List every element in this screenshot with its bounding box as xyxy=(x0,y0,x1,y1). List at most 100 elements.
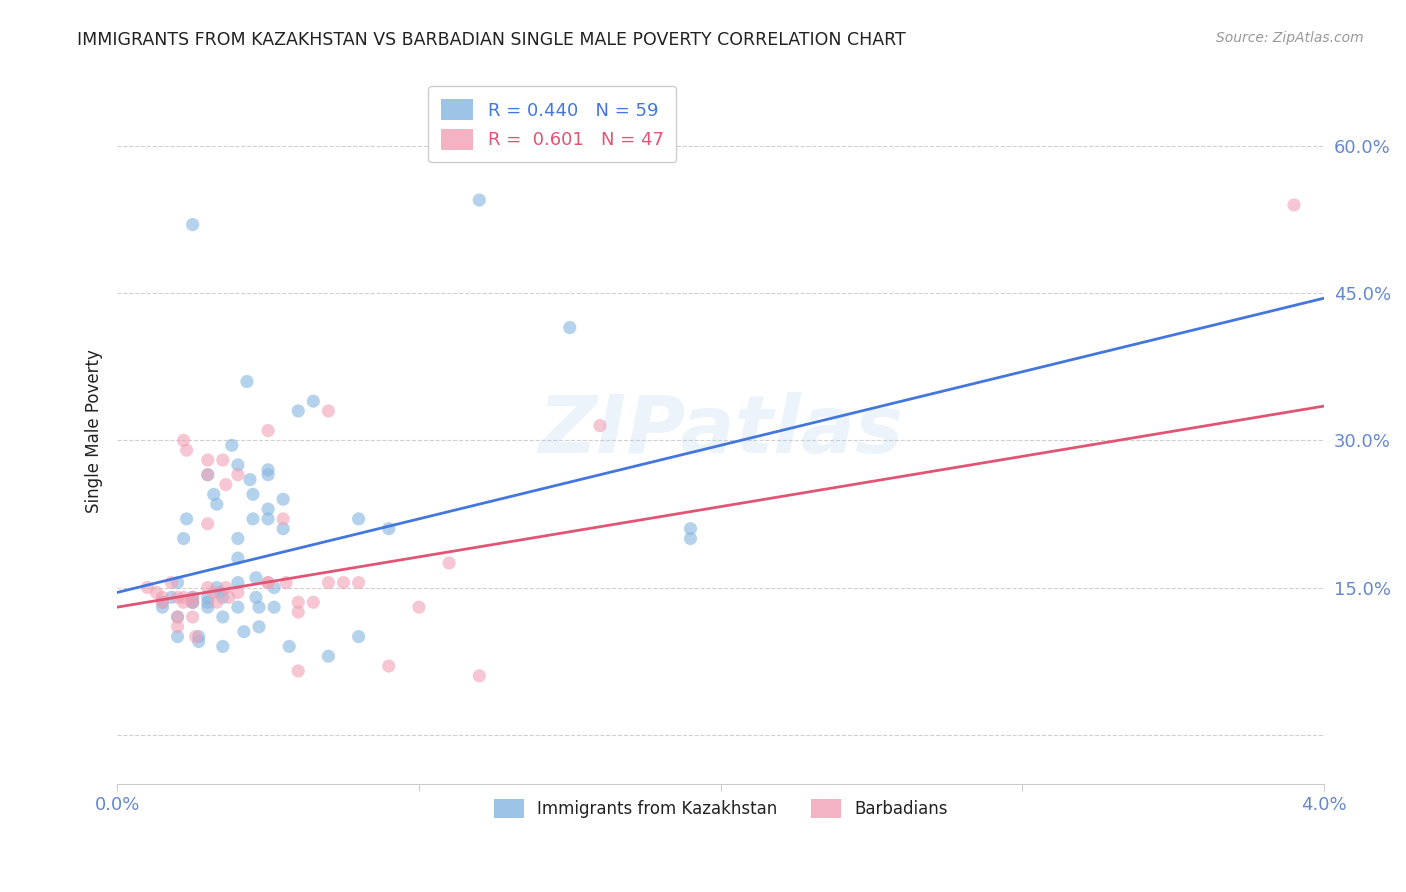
Point xyxy=(257,467,280,482)
Point xyxy=(187,630,209,644)
Point xyxy=(271,492,294,507)
Point xyxy=(679,522,702,536)
Point xyxy=(215,581,238,595)
Point xyxy=(187,634,209,648)
Point xyxy=(226,467,249,482)
Point xyxy=(152,600,174,615)
Point xyxy=(211,453,233,467)
Point xyxy=(166,610,188,624)
Text: IMMIGRANTS FROM KAZAKHSTAN VS BARBADIAN SINGLE MALE POVERTY CORRELATION CHART: IMMIGRANTS FROM KAZAKHSTAN VS BARBADIAN … xyxy=(77,31,905,49)
Point xyxy=(302,394,325,409)
Point xyxy=(197,581,219,595)
Point xyxy=(232,624,254,639)
Point xyxy=(236,375,259,389)
Point xyxy=(166,620,188,634)
Point xyxy=(202,487,225,501)
Point xyxy=(347,630,370,644)
Point xyxy=(247,620,270,634)
Point xyxy=(181,610,204,624)
Point xyxy=(257,502,280,516)
Point xyxy=(242,512,264,526)
Point xyxy=(271,512,294,526)
Point xyxy=(211,591,233,605)
Y-axis label: Single Male Poverty: Single Male Poverty xyxy=(86,349,103,513)
Point xyxy=(197,467,219,482)
Point xyxy=(181,595,204,609)
Point xyxy=(202,585,225,599)
Point xyxy=(377,659,399,673)
Point xyxy=(302,595,325,609)
Point xyxy=(166,591,188,605)
Point xyxy=(181,218,204,232)
Point xyxy=(437,556,460,570)
Point xyxy=(226,532,249,546)
Point xyxy=(176,512,198,526)
Point xyxy=(218,591,240,605)
Point xyxy=(152,595,174,609)
Point xyxy=(245,571,267,585)
Point xyxy=(247,600,270,615)
Point xyxy=(211,640,233,654)
Point xyxy=(318,404,340,418)
Point xyxy=(152,595,174,609)
Point xyxy=(181,595,204,609)
Point xyxy=(242,487,264,501)
Point xyxy=(226,551,249,566)
Point xyxy=(152,591,174,605)
Point xyxy=(145,585,167,599)
Point xyxy=(589,418,612,433)
Point xyxy=(197,516,219,531)
Point xyxy=(468,669,491,683)
Point xyxy=(1282,198,1305,212)
Point xyxy=(271,522,294,536)
Legend: Immigrants from Kazakhstan, Barbadians: Immigrants from Kazakhstan, Barbadians xyxy=(486,792,955,825)
Point xyxy=(239,473,262,487)
Point xyxy=(205,497,228,511)
Point xyxy=(197,600,219,615)
Point xyxy=(263,581,285,595)
Point xyxy=(257,463,280,477)
Point xyxy=(173,595,195,609)
Point xyxy=(211,610,233,624)
Point xyxy=(318,575,340,590)
Point xyxy=(558,320,581,334)
Point xyxy=(257,575,280,590)
Point xyxy=(197,467,219,482)
Point xyxy=(257,575,280,590)
Point xyxy=(257,512,280,526)
Point xyxy=(181,591,204,605)
Point xyxy=(347,512,370,526)
Point xyxy=(318,649,340,664)
Point xyxy=(205,595,228,609)
Point xyxy=(226,458,249,472)
Point xyxy=(215,477,238,491)
Point xyxy=(136,581,159,595)
Point xyxy=(408,600,430,615)
Point xyxy=(197,595,219,609)
Point xyxy=(257,424,280,438)
Point xyxy=(278,640,301,654)
Point xyxy=(184,630,207,644)
Point xyxy=(377,522,399,536)
Point xyxy=(166,630,188,644)
Point xyxy=(263,600,285,615)
Point xyxy=(197,453,219,467)
Point xyxy=(176,443,198,458)
Point xyxy=(197,591,219,605)
Point xyxy=(679,532,702,546)
Point xyxy=(468,193,491,207)
Point xyxy=(287,605,309,619)
Point xyxy=(173,591,195,605)
Point xyxy=(347,575,370,590)
Point xyxy=(287,404,309,418)
Point xyxy=(221,438,243,452)
Point xyxy=(173,532,195,546)
Text: ZIPatlas: ZIPatlas xyxy=(538,392,903,469)
Point xyxy=(181,595,204,609)
Point xyxy=(226,585,249,599)
Point xyxy=(276,575,298,590)
Point xyxy=(166,575,188,590)
Text: Source: ZipAtlas.com: Source: ZipAtlas.com xyxy=(1216,31,1364,45)
Point xyxy=(245,591,267,605)
Point xyxy=(205,581,228,595)
